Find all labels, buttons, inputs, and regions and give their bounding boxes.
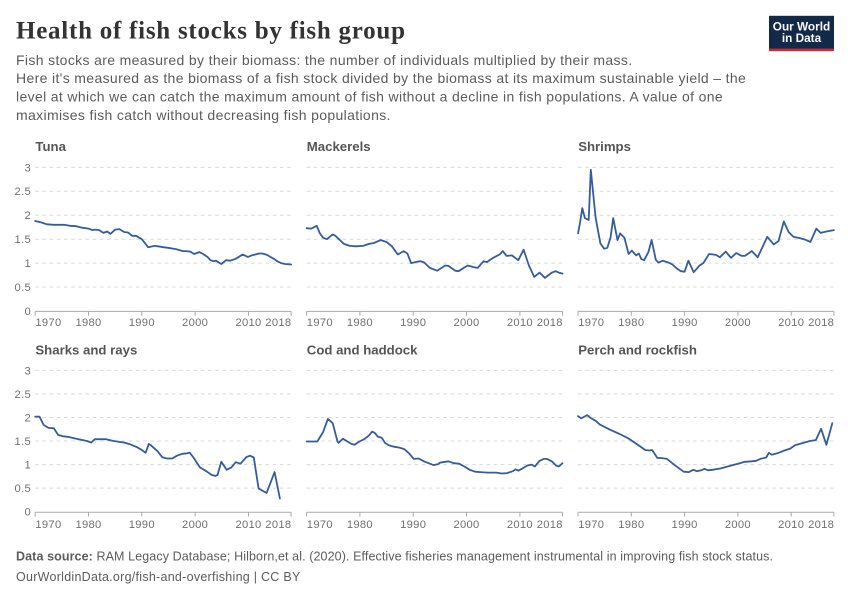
svg-text:1970: 1970 bbox=[307, 317, 333, 329]
svg-text:maximises fish catch without d: maximises fish catch without decreasing … bbox=[16, 107, 391, 123]
svg-text:2010: 2010 bbox=[235, 519, 261, 531]
svg-text:1990: 1990 bbox=[400, 317, 426, 329]
svg-text:2000: 2000 bbox=[453, 317, 479, 329]
svg-text:1980: 1980 bbox=[347, 317, 373, 329]
svg-text:2018: 2018 bbox=[537, 519, 563, 531]
svg-text:3: 3 bbox=[24, 365, 31, 377]
svg-text:1990: 1990 bbox=[400, 519, 426, 531]
svg-text:1980: 1980 bbox=[75, 519, 101, 531]
svg-text:2.5: 2.5 bbox=[15, 186, 31, 198]
svg-text:1980: 1980 bbox=[75, 317, 101, 329]
svg-text:Tuna: Tuna bbox=[35, 139, 66, 154]
svg-text:1990: 1990 bbox=[129, 317, 155, 329]
svg-text:1980: 1980 bbox=[618, 317, 644, 329]
svg-text:1970: 1970 bbox=[578, 317, 604, 329]
svg-text:Cod and haddock: Cod and haddock bbox=[307, 343, 418, 358]
svg-text:2000: 2000 bbox=[182, 317, 208, 329]
svg-text:2018: 2018 bbox=[265, 317, 291, 329]
svg-text:2010: 2010 bbox=[778, 519, 804, 531]
svg-text:2018: 2018 bbox=[808, 317, 834, 329]
svg-text:Health of fish stocks by fish: Health of fish stocks by fish group bbox=[16, 17, 406, 44]
svg-text:0.5: 0.5 bbox=[15, 483, 31, 495]
svg-text:2000: 2000 bbox=[725, 317, 751, 329]
svg-text:1.5: 1.5 bbox=[15, 436, 31, 448]
svg-text:1970: 1970 bbox=[578, 519, 604, 531]
svg-text:1970: 1970 bbox=[35, 317, 61, 329]
svg-text:Shrimps: Shrimps bbox=[578, 139, 631, 154]
svg-text:2010: 2010 bbox=[778, 317, 804, 329]
svg-text:1970: 1970 bbox=[307, 519, 333, 531]
svg-text:2018: 2018 bbox=[808, 519, 834, 531]
svg-text:1: 1 bbox=[24, 460, 31, 472]
svg-text:1970: 1970 bbox=[35, 519, 61, 531]
svg-text:2: 2 bbox=[24, 210, 31, 222]
svg-text:Here it's measured as the biom: Here it's measured as the biomass of a f… bbox=[16, 70, 746, 86]
svg-text:2018: 2018 bbox=[537, 317, 563, 329]
svg-text:Data source: RAM Legacy Databa: Data source: RAM Legacy Database; Hilbor… bbox=[16, 550, 773, 564]
svg-text:in Data: in Data bbox=[782, 31, 822, 45]
svg-text:1990: 1990 bbox=[672, 519, 698, 531]
svg-text:Perch and rockfish: Perch and rockfish bbox=[578, 343, 697, 358]
svg-text:2000: 2000 bbox=[182, 519, 208, 531]
svg-text:0.5: 0.5 bbox=[15, 282, 31, 294]
svg-text:2018: 2018 bbox=[265, 519, 291, 531]
svg-text:1: 1 bbox=[24, 258, 31, 270]
svg-text:level at which we can catch th: level at which we can catch the maximum … bbox=[16, 89, 723, 105]
svg-text:2010: 2010 bbox=[235, 317, 261, 329]
svg-text:1990: 1990 bbox=[672, 317, 698, 329]
svg-text:0: 0 bbox=[24, 507, 31, 519]
svg-text:Fish stocks are measured by th: Fish stocks are measured by their biomas… bbox=[16, 52, 632, 68]
svg-text:3: 3 bbox=[24, 162, 31, 174]
svg-text:0: 0 bbox=[24, 306, 31, 318]
svg-text:1990: 1990 bbox=[129, 519, 155, 531]
svg-text:OurWorldinData.org/fish-and-ov: OurWorldinData.org/fish-and-overfishing … bbox=[16, 570, 301, 584]
svg-text:Our World: Our World bbox=[773, 20, 830, 34]
svg-text:2010: 2010 bbox=[507, 317, 533, 329]
svg-text:2000: 2000 bbox=[725, 519, 751, 531]
svg-text:1.5: 1.5 bbox=[15, 234, 31, 246]
svg-text:1980: 1980 bbox=[618, 519, 644, 531]
svg-text:2.5: 2.5 bbox=[15, 389, 31, 401]
svg-text:2010: 2010 bbox=[507, 519, 533, 531]
svg-text:2: 2 bbox=[24, 412, 31, 424]
svg-text:1980: 1980 bbox=[347, 519, 373, 531]
svg-text:2000: 2000 bbox=[453, 519, 479, 531]
svg-text:Sharks and rays: Sharks and rays bbox=[35, 343, 137, 358]
svg-text:Mackerels: Mackerels bbox=[307, 139, 371, 154]
